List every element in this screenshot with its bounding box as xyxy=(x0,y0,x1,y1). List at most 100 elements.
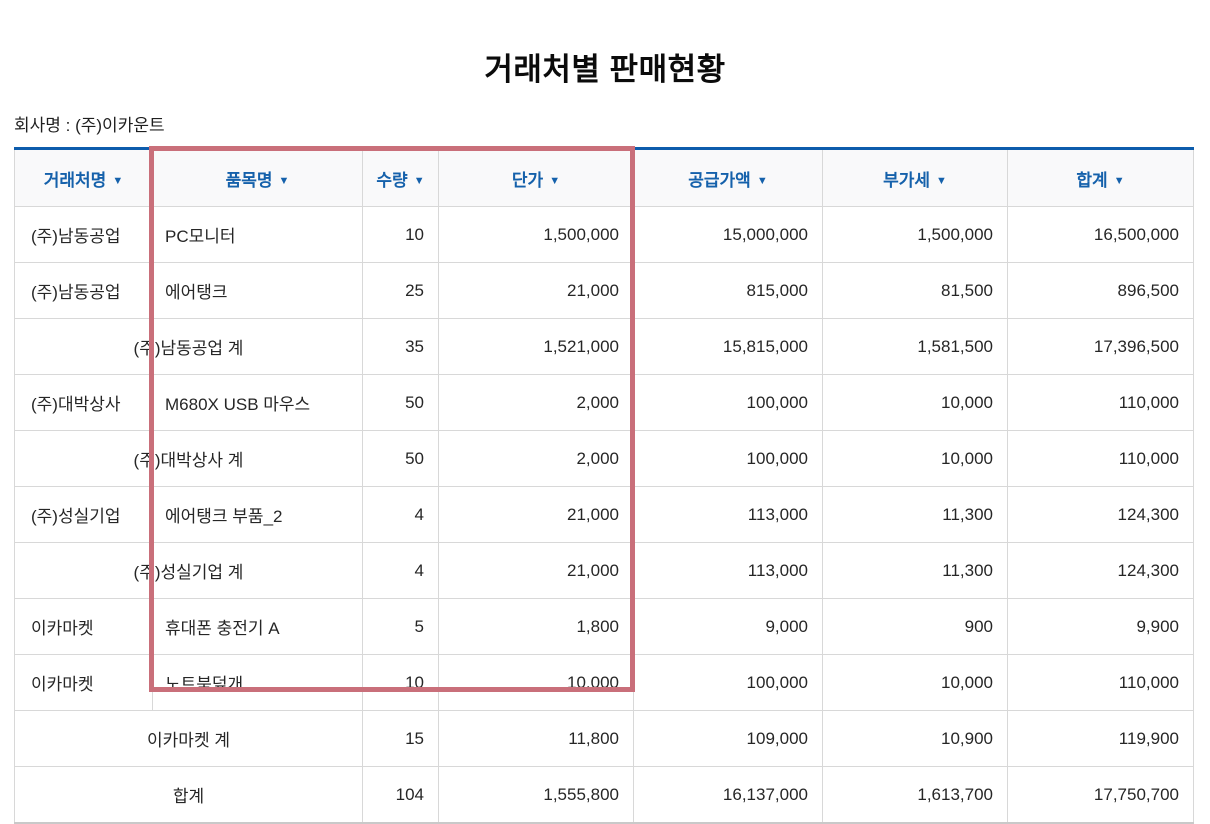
total-cell: 110,000 xyxy=(1007,654,1194,711)
customer-cell: 이카마켓 xyxy=(14,654,153,711)
total-cell: 16,500,000 xyxy=(1007,206,1194,263)
table-header-row: 거래처명 ▼ 품목명 ▼ 수량 ▼ 단가 ▼ 공급가액 ▼ 부가세 ▼ 합계 ▼ xyxy=(14,148,1194,207)
vat-cell: 11,300 xyxy=(822,542,1008,599)
column-header-customer[interactable]: 거래처명 ▼ xyxy=(14,148,153,207)
item-cell: M680X USB 마우스 xyxy=(152,374,363,431)
column-header-label: 단가 xyxy=(511,170,544,190)
table-row: (주)성실기업 에어탱크 부품_2 4 21,000 113,000 11,300 124,… xyxy=(14,486,1194,543)
item-cell: 에어탱크 부품_2 xyxy=(152,486,363,543)
sort-down-icon[interactable]: ▼ xyxy=(413,174,425,187)
supply-amount-cell: 100,000 xyxy=(633,374,823,431)
unit-price-cell: 2,000 xyxy=(438,430,634,487)
grand-total-row: 합계 104 1,555,800 16,137,000 1,613,700 17,750,… xyxy=(14,766,1194,824)
column-header-label: 공급가액 xyxy=(688,170,751,190)
sort-down-icon[interactable]: ▼ xyxy=(278,174,290,187)
item-cell: PC모니터 xyxy=(152,206,363,263)
unit-price-cell: 21,000 xyxy=(438,262,634,319)
vat-cell: 900 xyxy=(822,598,1008,655)
supply-amount-cell: 113,000 xyxy=(633,542,823,599)
vat-cell: 10,000 xyxy=(822,374,1008,431)
sort-down-icon[interactable]: ▼ xyxy=(112,174,124,187)
supply-amount-cell: 100,000 xyxy=(633,654,823,711)
vat-cell: 1,500,000 xyxy=(822,206,1008,263)
subtotal-label: 이카마켓 계 xyxy=(14,710,363,767)
vat-cell: 10,900 xyxy=(822,710,1008,767)
total-cell: 17,750,700 xyxy=(1007,766,1194,824)
unit-price-cell: 1,800 xyxy=(438,598,634,655)
qty-cell: 4 xyxy=(362,542,439,599)
unit-price-cell: 1,500,000 xyxy=(438,206,634,263)
qty-cell: 15 xyxy=(362,710,439,767)
vat-cell: 10,000 xyxy=(822,654,1008,711)
customer-cell: (주)남동공업 xyxy=(14,262,153,319)
subtotal-label: (주)성실기업 계 xyxy=(14,542,363,599)
qty-cell: 4 xyxy=(362,486,439,543)
subtotal-row: (주)성실기업 계 4 21,000 113,000 11,300 124,300 xyxy=(14,542,1194,599)
column-header-qty[interactable]: 수량 ▼ xyxy=(362,148,439,207)
column-header-item[interactable]: 품목명 ▼ xyxy=(152,148,363,207)
column-header-supply-amount[interactable]: 공급가액 ▼ xyxy=(633,148,823,207)
subtotal-label: (주)남동공업 계 xyxy=(14,318,363,375)
item-cell: 에어탱크 xyxy=(152,262,363,319)
page-title: 거래처별 판매현황 xyxy=(484,52,726,87)
company-name-label: 회사명 : (주)이카운트 xyxy=(14,116,165,135)
item-cell: 휴대폰 충전기 A xyxy=(152,598,363,655)
sort-down-icon[interactable]: ▼ xyxy=(936,174,947,187)
qty-cell: 10 xyxy=(362,654,439,711)
column-header-vat[interactable]: 부가세 ▼ xyxy=(822,148,1008,207)
vat-cell: 1,613,700 xyxy=(822,766,1008,824)
supply-amount-cell: 815,000 xyxy=(633,262,823,319)
sort-down-icon[interactable]: ▼ xyxy=(1113,174,1125,187)
table-row: (주)남동공업 PC모니터 10 1,500,000 15,000,000 1,500,0… xyxy=(14,206,1194,263)
supply-amount-cell: 109,000 xyxy=(633,710,823,767)
unit-price-cell: 10,000 xyxy=(438,654,634,711)
column-header-label: 거래처명 xyxy=(43,170,107,190)
column-header-label: 합계 xyxy=(1076,170,1108,190)
table-row: 이카마켓 휴대폰 충전기 A 5 1,800 9,000 900 9,900 xyxy=(14,598,1194,655)
sales-by-customer-table: 거래처명 ▼ 품목명 ▼ 수량 ▼ 단가 ▼ 공급가액 ▼ 부가세 ▼ 합계 ▼ (주)남동공업 PC모니터… xyxy=(14,147,1194,824)
customer-cell: (주)성실기업 xyxy=(14,486,153,543)
sort-down-icon[interactable]: ▼ xyxy=(549,174,561,187)
column-header-label: 품목명 xyxy=(225,170,273,190)
total-cell: 896,500 xyxy=(1007,262,1194,319)
qty-cell: 104 xyxy=(362,766,439,824)
customer-cell: 이카마켓 xyxy=(14,598,153,655)
supply-amount-cell: 100,000 xyxy=(633,430,823,487)
total-cell: 124,300 xyxy=(1007,542,1194,599)
sort-down-icon[interactable]: ▼ xyxy=(756,174,768,187)
table-row: (주)남동공업 에어탱크 25 21,000 815,000 81,500 896,500 xyxy=(14,262,1194,319)
unit-price-cell: 11,800 xyxy=(438,710,634,767)
total-cell: 110,000 xyxy=(1007,430,1194,487)
total-cell: 119,900 xyxy=(1007,710,1194,767)
total-cell: 17,396,500 xyxy=(1007,318,1194,375)
qty-cell: 50 xyxy=(362,374,439,431)
unit-price-cell: 21,000 xyxy=(438,486,634,543)
column-header-label: 부가세 xyxy=(883,170,931,190)
table-row: (주)대박상사 M680X USB 마우스 50 2,000 100,000 10,000… xyxy=(14,374,1194,431)
customer-cell: (주)남동공업 xyxy=(14,206,153,263)
subtotal-row: (주)대박상사 계 50 2,000 100,000 10,000 110,000 xyxy=(14,430,1194,487)
qty-cell: 5 xyxy=(362,598,439,655)
qty-cell: 50 xyxy=(362,430,439,487)
vat-cell: 1,581,500 xyxy=(822,318,1008,375)
customer-cell: (주)대박상사 xyxy=(14,374,153,431)
unit-price-cell: 21,000 xyxy=(438,542,634,599)
supply-amount-cell: 16,137,000 xyxy=(633,766,823,824)
unit-price-cell: 1,521,000 xyxy=(438,318,634,375)
table-row: 이카마켓 노트북덮개 10 10,000 100,000 10,000 110,000 xyxy=(14,654,1194,711)
vat-cell: 11,300 xyxy=(822,486,1008,543)
item-cell: 노트북덮개 xyxy=(152,654,363,711)
total-cell: 9,900 xyxy=(1007,598,1194,655)
column-header-total[interactable]: 합계 ▼ xyxy=(1007,148,1194,207)
column-header-unit-price[interactable]: 단가 ▼ xyxy=(438,148,634,207)
unit-price-cell: 1,555,800 xyxy=(438,766,634,824)
subtotal-row: 이카마켓 계 15 11,800 109,000 10,900 119,900 xyxy=(14,710,1194,767)
grand-total-label: 합계 xyxy=(14,766,363,824)
vat-cell: 10,000 xyxy=(822,430,1008,487)
supply-amount-cell: 113,000 xyxy=(633,486,823,543)
qty-cell: 25 xyxy=(362,262,439,319)
subtotal-row: (주)남동공업 계 35 1,521,000 15,815,000 1,581,500 1… xyxy=(14,318,1194,375)
vat-cell: 81,500 xyxy=(822,262,1008,319)
supply-amount-cell: 15,815,000 xyxy=(633,318,823,375)
subtotal-label: (주)대박상사 계 xyxy=(14,430,363,487)
